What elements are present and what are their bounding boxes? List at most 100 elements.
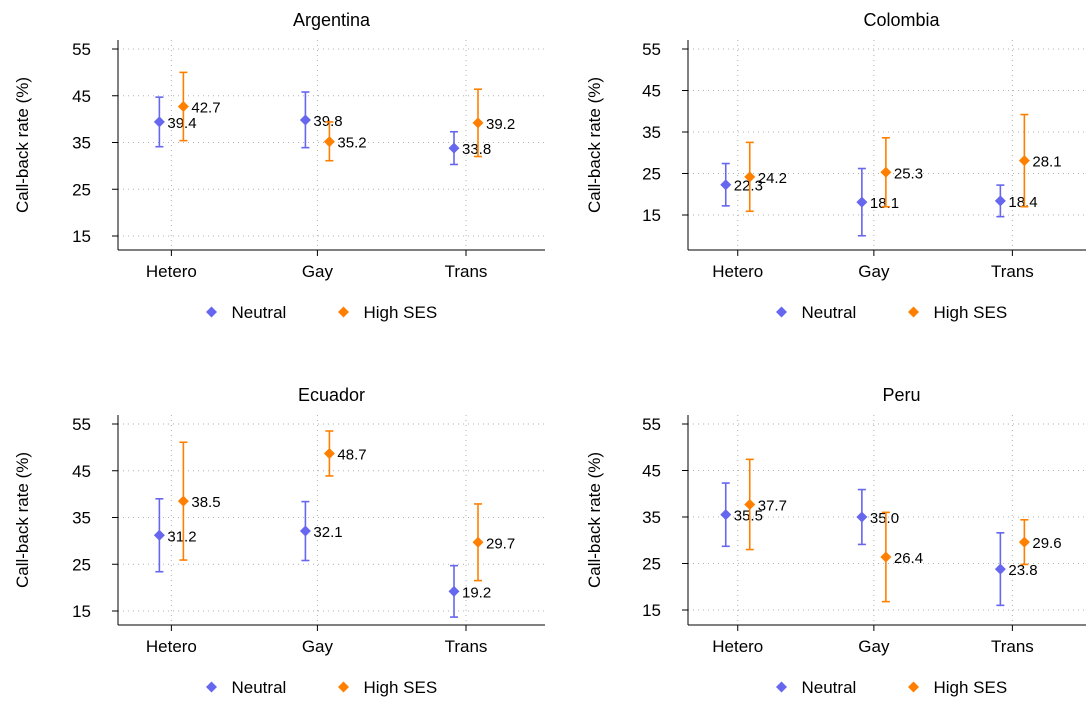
x-tick-label: Trans xyxy=(445,262,488,281)
data-label: 32.1 xyxy=(313,524,342,541)
data-point-neutral xyxy=(448,585,460,597)
x-tick-label: Trans xyxy=(991,637,1034,656)
x-tick-label: Hetero xyxy=(146,262,197,281)
y-tick-label: 25 xyxy=(72,180,91,199)
y-axis-label: Call-back rate (%) xyxy=(585,452,604,588)
y-tick-label: 55 xyxy=(72,40,91,59)
x-tick-label: Gay xyxy=(302,637,334,656)
data-label: 18.4 xyxy=(1008,194,1037,211)
x-tick-label: Gay xyxy=(302,262,334,281)
data-label: 19.2 xyxy=(462,584,491,601)
data-label: 25.3 xyxy=(894,165,923,182)
y-tick-label: 15 xyxy=(642,601,661,620)
data-point-neutral xyxy=(856,511,868,523)
data-label: 31.2 xyxy=(167,528,196,545)
data-point-neutral xyxy=(856,196,868,208)
legend-label: High SES xyxy=(934,678,1008,697)
y-tick-label: 35 xyxy=(72,509,91,528)
data-point-high-ses xyxy=(323,136,335,148)
legend-marker xyxy=(206,306,217,318)
legend-marker xyxy=(206,681,217,693)
data-point-neutral xyxy=(994,563,1006,575)
data-point-neutral xyxy=(720,179,732,191)
data-point-high-ses xyxy=(177,101,189,113)
data-label: 37.7 xyxy=(758,497,787,514)
data-point-high-ses xyxy=(472,536,484,548)
data-label: 35.2 xyxy=(337,135,366,152)
data-point-high-ses xyxy=(323,447,335,459)
legend-label: High SES xyxy=(364,303,438,322)
data-point-neutral xyxy=(153,529,165,541)
x-tick-label: Hetero xyxy=(712,262,763,281)
legend-marker xyxy=(338,306,349,318)
legend-marker xyxy=(776,306,787,318)
panel-title: Colombia xyxy=(863,10,940,30)
data-point-neutral xyxy=(299,525,311,537)
data-point-high-ses xyxy=(880,166,892,178)
panel-title: Ecuador xyxy=(298,385,365,405)
y-tick-label: 25 xyxy=(642,555,661,574)
data-label: 39.4 xyxy=(167,115,196,132)
y-tick-label: 35 xyxy=(72,134,91,153)
y-axis-label: Call-back rate (%) xyxy=(13,452,32,588)
data-point-neutral xyxy=(448,142,460,154)
y-tick-label: 45 xyxy=(72,87,91,106)
y-tick-label: 25 xyxy=(642,165,661,184)
legend-label: Neutral xyxy=(802,303,857,322)
y-tick-label: 55 xyxy=(72,415,91,434)
data-point-neutral xyxy=(994,195,1006,207)
data-point-high-ses xyxy=(880,551,892,563)
legend-marker xyxy=(776,681,787,693)
data-point-high-ses xyxy=(1018,155,1030,167)
y-tick-label: 35 xyxy=(642,508,661,527)
data-point-high-ses xyxy=(744,498,756,510)
data-point-neutral xyxy=(720,509,732,521)
y-tick-label: 45 xyxy=(642,82,661,101)
y-tick-label: 15 xyxy=(72,602,91,621)
panel-argentina: 15 25 35 45 55 Hetero Gay Trans Argentina Call-ba… xyxy=(13,10,545,322)
x-tick-label: Gay xyxy=(858,262,890,281)
panel-title: Peru xyxy=(882,385,920,405)
y-tick-label: 45 xyxy=(72,462,91,481)
panel-title: Argentina xyxy=(293,10,371,30)
legend-label: High SES xyxy=(934,303,1008,322)
x-tick-label: Trans xyxy=(991,262,1034,281)
data-label: 35.5 xyxy=(734,508,763,525)
data-label: 39.2 xyxy=(486,116,515,133)
y-axis-label: Call-back rate (%) xyxy=(13,77,32,213)
data-label: 29.6 xyxy=(1032,535,1061,552)
legend-marker xyxy=(908,306,919,318)
x-tick-label: Hetero xyxy=(712,637,763,656)
legend-marker xyxy=(338,681,349,693)
y-tick-label: 35 xyxy=(642,123,661,142)
data-label: 33.8 xyxy=(462,141,491,158)
y-axis-label: Call-back rate (%) xyxy=(585,77,604,213)
y-tick-label: 15 xyxy=(642,206,661,225)
legend-label: Neutral xyxy=(802,678,857,697)
y-tick-label: 55 xyxy=(642,40,661,59)
legend-marker xyxy=(908,681,919,693)
data-point-high-ses xyxy=(744,171,756,183)
data-point-neutral xyxy=(153,116,165,128)
y-tick-label: 15 xyxy=(72,227,91,246)
data-point-high-ses xyxy=(177,495,189,507)
legend-label: Neutral xyxy=(232,303,287,322)
data-point-neutral xyxy=(299,114,311,126)
panel-colombia: 15 25 35 45 55 Hetero Gay Trans Colombia Call-bac… xyxy=(585,10,1086,322)
x-tick-label: Gay xyxy=(858,637,890,656)
x-tick-label: Trans xyxy=(445,637,488,656)
data-label: 23.8 xyxy=(1008,562,1037,579)
data-label: 35.0 xyxy=(870,510,899,527)
x-tick-label: Hetero xyxy=(146,637,197,656)
panel-ecuador: 15 25 35 45 55 Hetero Gay Trans Ecuador Call-back… xyxy=(13,385,545,697)
data-label: 26.4 xyxy=(894,550,923,567)
data-label: 22.3 xyxy=(734,178,763,195)
data-label: 29.7 xyxy=(486,535,515,552)
data-label: 28.1 xyxy=(1032,154,1061,171)
data-point-high-ses xyxy=(472,117,484,129)
panel-peru: 15 25 35 45 55 Hetero Gay Trans Peru Call-back ra… xyxy=(585,385,1086,697)
data-label: 38.5 xyxy=(191,494,220,511)
data-point-high-ses xyxy=(1018,536,1030,548)
